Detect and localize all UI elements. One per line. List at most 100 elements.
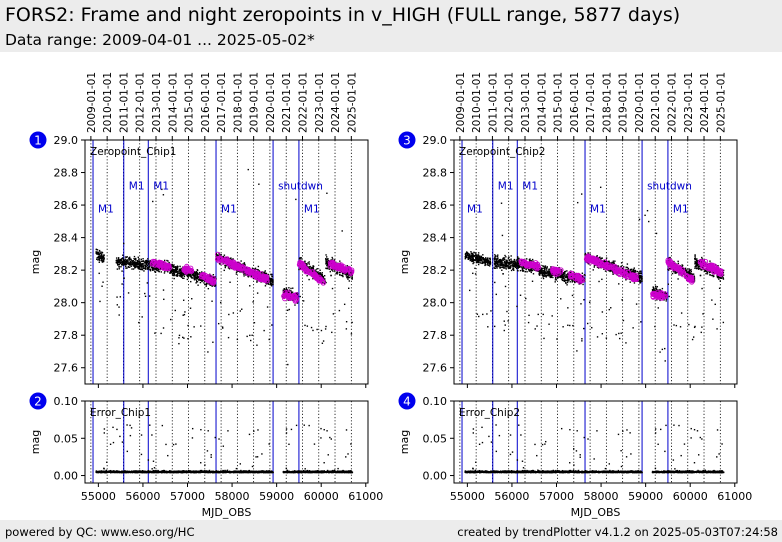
- night-point: [316, 278, 322, 284]
- frame-point: [340, 274, 343, 277]
- frame-point: [198, 279, 201, 281]
- frame-point: [137, 262, 139, 265]
- frame-point: [163, 298, 165, 301]
- error-point: [241, 470, 244, 473]
- frame-point: [209, 284, 211, 286]
- error-point: [145, 471, 147, 474]
- frame-point: [137, 256, 139, 258]
- frame-point: [291, 291, 294, 293]
- frame-point: [195, 276, 198, 278]
- frame-point: [120, 266, 122, 268]
- night-point: [342, 266, 348, 273]
- error-point: [148, 470, 150, 473]
- date-tick-label: 2018-01-01: [232, 72, 244, 133]
- frame-point: [245, 274, 247, 276]
- frame-point: [154, 267, 157, 269]
- frame-point: [200, 325, 202, 327]
- error-point: [171, 470, 173, 473]
- frame-point: [176, 267, 179, 269]
- frame-point: [186, 274, 188, 277]
- frame-point: [160, 271, 163, 273]
- frame-point: [122, 261, 125, 263]
- frame-point: [260, 271, 263, 273]
- frame-point: [140, 260, 143, 262]
- frame-point: [199, 272, 201, 274]
- frame-point: [258, 183, 260, 185]
- error-point: [129, 434, 132, 437]
- error-point: [161, 424, 164, 427]
- frame-point: [149, 268, 152, 270]
- frame-point: [201, 280, 203, 283]
- frame-point: [127, 292, 130, 294]
- error-point: [117, 470, 120, 472]
- frame-point: [270, 278, 273, 280]
- event-label: shutdwn: [278, 181, 323, 193]
- frame-point: [124, 261, 126, 263]
- error-point: [178, 471, 180, 473]
- frame-point: [177, 274, 179, 277]
- error-point: [210, 456, 212, 458]
- frame-point: [99, 251, 101, 253]
- error-point: [137, 471, 140, 473]
- frame-point: [138, 263, 140, 265]
- frame-point: [346, 271, 349, 274]
- frame-point: [186, 275, 189, 278]
- error-point: [130, 427, 133, 429]
- error-point: [218, 471, 221, 474]
- frame-point: [182, 272, 184, 274]
- frame-point: [307, 262, 309, 264]
- frame-point: [145, 265, 147, 267]
- frame-point: [272, 283, 274, 286]
- frame-point: [187, 274, 190, 276]
- frame-point: [171, 269, 174, 271]
- frame-point: [133, 265, 136, 267]
- error-point: [239, 471, 241, 474]
- frame-point: [124, 264, 126, 266]
- frame-point: [308, 261, 310, 263]
- frame-point: [256, 280, 258, 282]
- error-point: [204, 471, 207, 474]
- error-point: [105, 470, 107, 472]
- error-point: [105, 469, 108, 472]
- error-point: [121, 441, 124, 443]
- frame-point: [238, 262, 240, 264]
- frame-point: [309, 265, 311, 268]
- night-point: [245, 269, 251, 275]
- frame-point: [253, 277, 255, 280]
- frame-point: [126, 262, 129, 264]
- frame-point: [346, 264, 348, 267]
- date-tick-label: 2009-01-01: [86, 72, 98, 133]
- frame-point: [182, 299, 185, 301]
- frame-point: [102, 281, 104, 283]
- frame-point: [265, 272, 268, 275]
- error-point: [256, 471, 259, 474]
- frame-point: [243, 263, 246, 265]
- date-tick-label: 2013-01-01: [151, 72, 163, 133]
- error-point: [151, 471, 154, 474]
- error-point: [331, 470, 333, 472]
- frame-point: [253, 322, 256, 324]
- error-point: [260, 470, 262, 472]
- frame-point: [321, 273, 323, 276]
- night-point: [188, 267, 194, 274]
- error-point: [243, 471, 246, 473]
- frame-point: [164, 270, 166, 273]
- error-point: [168, 470, 170, 473]
- frame-point: [133, 264, 136, 266]
- frame-point: [144, 264, 147, 267]
- frame-point: [132, 262, 134, 265]
- error-point: [187, 471, 189, 473]
- error-point: [175, 443, 177, 445]
- error-point: [251, 470, 253, 473]
- frame-point: [172, 264, 174, 267]
- error-point: [184, 470, 186, 473]
- frame-point: [138, 268, 141, 270]
- frame-point: [140, 266, 143, 268]
- frame-point: [305, 263, 307, 265]
- night-point: [157, 262, 164, 268]
- frame-point: [250, 275, 253, 277]
- night-point: [285, 289, 291, 295]
- frame-point: [326, 192, 328, 194]
- date-tick-label: 2019-01-01: [249, 72, 261, 133]
- event-label: M1: [153, 181, 169, 193]
